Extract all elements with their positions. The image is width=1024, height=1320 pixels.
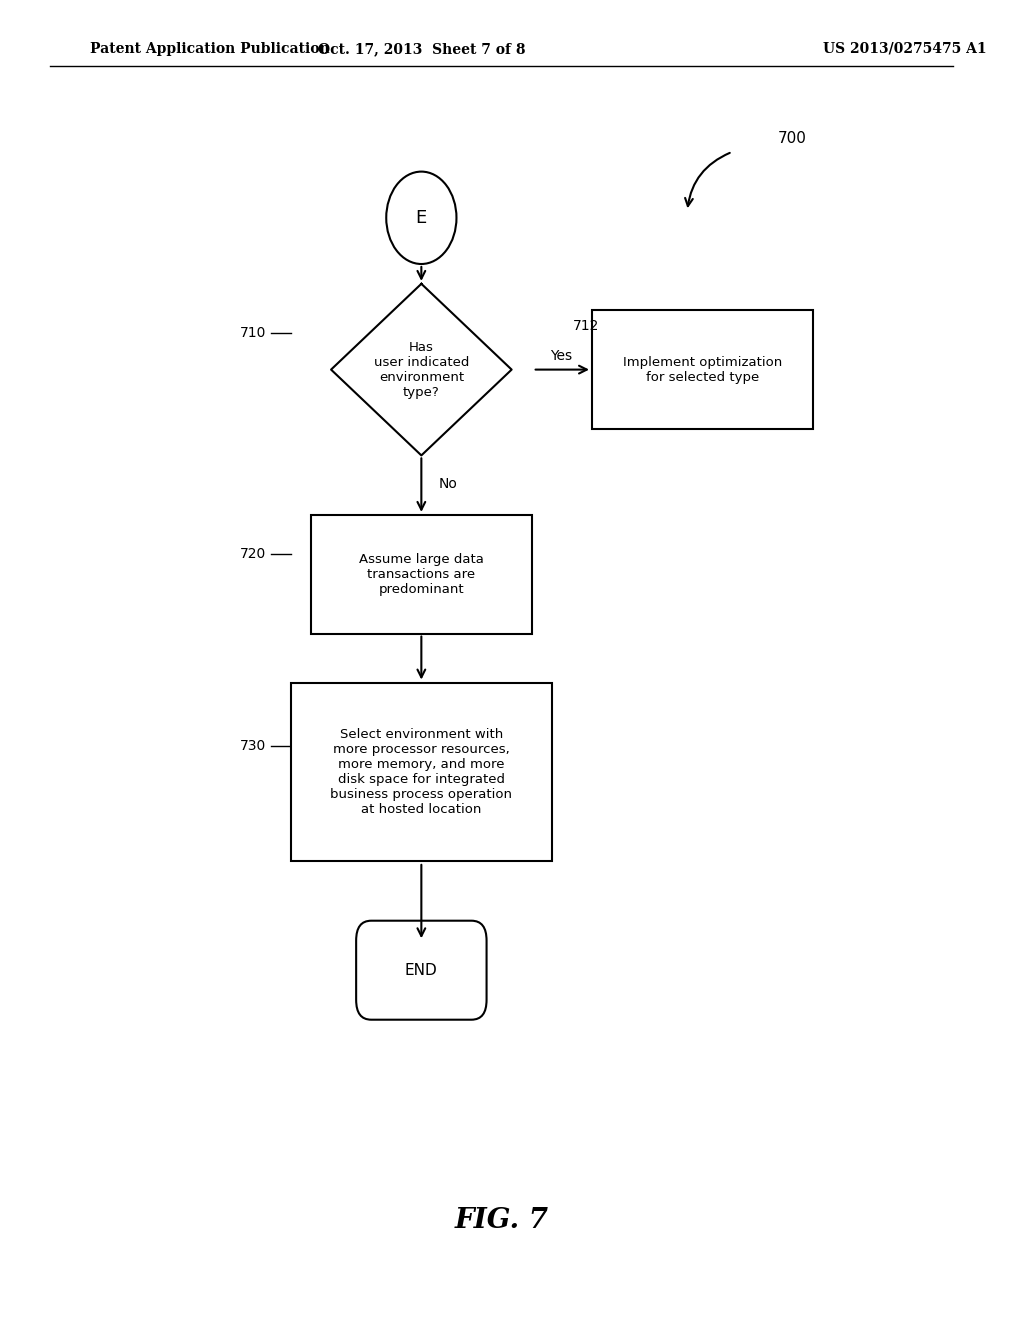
Text: 710: 710	[240, 326, 266, 339]
Text: END: END	[404, 962, 437, 978]
Text: Patent Application Publication: Patent Application Publication	[90, 42, 330, 55]
FancyBboxPatch shape	[311, 515, 531, 634]
Text: Has
user indicated
environment
type?: Has user indicated environment type?	[374, 341, 469, 399]
Text: Assume large data
transactions are
predominant: Assume large data transactions are predo…	[359, 553, 483, 595]
Text: 730: 730	[240, 739, 266, 752]
Text: FIG. 7: FIG. 7	[455, 1208, 549, 1234]
FancyBboxPatch shape	[356, 921, 486, 1019]
Text: No: No	[438, 478, 458, 491]
Text: Yes: Yes	[550, 350, 571, 363]
FancyBboxPatch shape	[592, 310, 813, 429]
Text: Oct. 17, 2013  Sheet 7 of 8: Oct. 17, 2013 Sheet 7 of 8	[317, 42, 525, 55]
Text: 720: 720	[240, 548, 266, 561]
Text: Implement optimization
for selected type: Implement optimization for selected type	[623, 355, 782, 384]
Text: US 2013/0275475 A1: US 2013/0275475 A1	[822, 42, 986, 55]
Text: E: E	[416, 209, 427, 227]
Text: 700: 700	[777, 131, 806, 147]
Text: 712: 712	[572, 319, 599, 333]
Polygon shape	[331, 284, 512, 455]
FancyBboxPatch shape	[291, 684, 552, 862]
Text: Select environment with
more processor resources,
more memory, and more
disk spa: Select environment with more processor r…	[331, 729, 512, 816]
